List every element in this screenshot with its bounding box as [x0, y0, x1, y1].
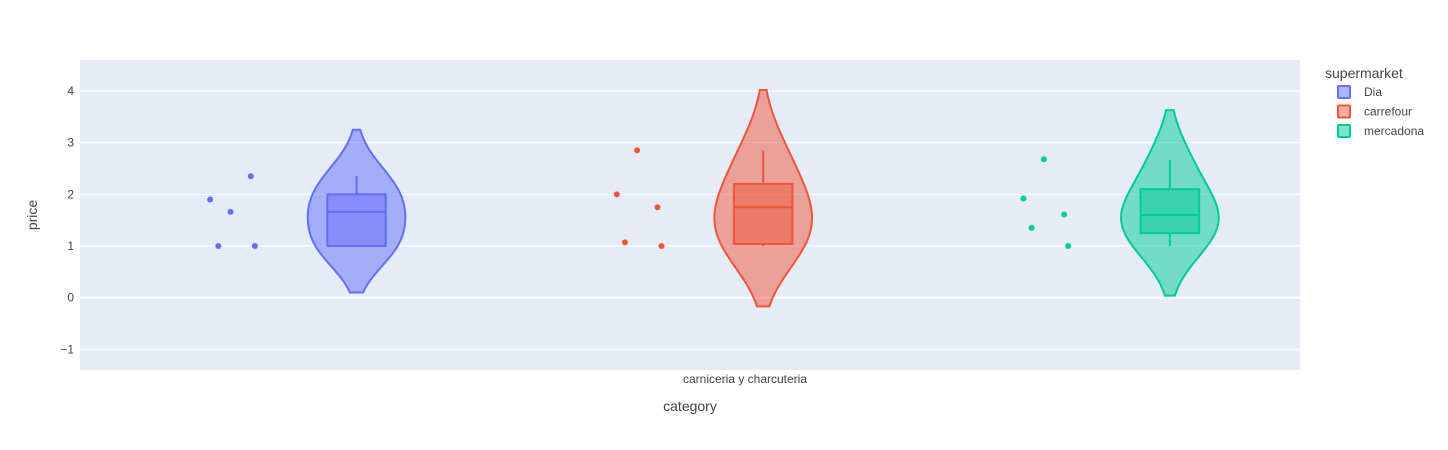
y-tick-labels: −1 0 1 2 3 4	[60, 84, 74, 356]
series-mercadona	[1020, 109, 1220, 297]
legend-label: carrefour	[1364, 105, 1412, 119]
plot-background	[80, 60, 1300, 370]
data-point	[215, 243, 222, 249]
series-layer	[207, 89, 1220, 308]
y-tick-label: −1	[60, 342, 74, 356]
legend-swatch	[1337, 85, 1351, 99]
data-point	[654, 204, 661, 211]
legend-swatch	[1337, 104, 1351, 119]
legend-title: supermarket	[1325, 65, 1403, 81]
data-point	[251, 243, 258, 249]
x-tick-label: carniceria y charcuteria	[683, 372, 807, 386]
data-point	[1061, 211, 1068, 218]
legend-item-mercadona: mercadona	[1337, 124, 1424, 138]
data-point	[1040, 156, 1047, 163]
data-point	[1028, 224, 1035, 231]
data-point	[658, 243, 665, 249]
y-axis-title: price	[24, 200, 40, 231]
legend-label: Dia	[1364, 85, 1382, 99]
legend-item-Dia: Dia	[1337, 85, 1382, 99]
data-point	[1020, 195, 1027, 202]
data-point	[621, 239, 628, 246]
data-point	[1065, 243, 1072, 249]
legend: supermarket Dia carrefour mercadona	[1325, 65, 1424, 138]
data-point	[207, 196, 214, 203]
data-point	[613, 191, 620, 198]
series-Dia	[207, 128, 407, 294]
y-tick-label: 4	[67, 84, 74, 98]
y-tick-label: 2	[67, 187, 74, 201]
x-axis-title: category	[663, 398, 717, 414]
legend-swatch	[1337, 124, 1351, 138]
box-iqr	[732, 183, 794, 245]
box-iqr	[1139, 188, 1201, 235]
box-iqr	[326, 193, 387, 247]
legend-item-carrefour: carrefour	[1337, 104, 1412, 119]
y-tick-label: 0	[67, 291, 74, 305]
data-point	[227, 208, 234, 215]
y-tick-label: 1	[67, 239, 74, 253]
y-tick-label: 3	[67, 136, 74, 150]
data-point	[247, 173, 254, 180]
legend-label: mercadona	[1364, 124, 1424, 138]
series-carrefour	[613, 89, 813, 308]
grid-layer	[80, 90, 1300, 350]
data-point	[634, 147, 641, 154]
